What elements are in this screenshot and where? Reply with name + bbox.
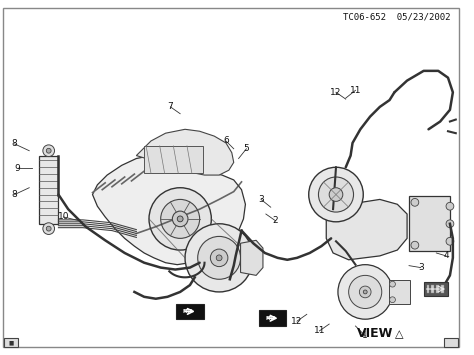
Circle shape — [149, 188, 211, 250]
FancyBboxPatch shape — [259, 310, 286, 326]
Bar — [431, 285, 434, 293]
Text: 8: 8 — [12, 140, 18, 148]
Circle shape — [390, 297, 395, 303]
Circle shape — [43, 145, 55, 157]
Circle shape — [446, 237, 454, 245]
Circle shape — [329, 188, 343, 201]
Bar — [4, 338, 18, 348]
Circle shape — [390, 281, 395, 287]
Text: 8: 8 — [12, 190, 18, 199]
Text: 3: 3 — [258, 195, 264, 204]
Circle shape — [173, 211, 188, 227]
Polygon shape — [326, 200, 407, 260]
Text: 11: 11 — [350, 86, 361, 95]
Bar — [427, 285, 429, 293]
Bar — [424, 282, 448, 296]
Text: 4: 4 — [443, 251, 449, 261]
Circle shape — [43, 223, 55, 234]
Polygon shape — [137, 129, 234, 175]
Text: 6: 6 — [223, 136, 229, 146]
Text: VIEW: VIEW — [357, 327, 393, 340]
Text: 9: 9 — [15, 164, 20, 173]
Circle shape — [46, 148, 51, 153]
Text: TC06-652  05/23/2002: TC06-652 05/23/2002 — [343, 12, 450, 21]
Circle shape — [177, 216, 183, 222]
Text: 11: 11 — [314, 326, 325, 335]
Circle shape — [216, 255, 222, 261]
Circle shape — [349, 275, 382, 308]
Bar — [444, 338, 458, 348]
Text: FRT: FRT — [265, 316, 276, 321]
Circle shape — [338, 265, 392, 319]
Circle shape — [309, 167, 363, 222]
Bar — [39, 155, 58, 224]
Bar — [409, 196, 450, 251]
Circle shape — [446, 220, 454, 228]
Bar — [436, 285, 439, 293]
Bar — [441, 285, 444, 293]
FancyBboxPatch shape — [176, 304, 203, 319]
Text: 1: 1 — [362, 331, 368, 340]
Bar — [389, 280, 410, 304]
Circle shape — [446, 202, 454, 210]
Text: △: △ — [395, 329, 403, 339]
Text: FRT: FRT — [183, 309, 193, 314]
Circle shape — [319, 177, 354, 212]
Circle shape — [198, 236, 240, 279]
Polygon shape — [240, 240, 263, 275]
Circle shape — [363, 290, 367, 294]
Text: 5: 5 — [244, 144, 249, 153]
Circle shape — [185, 224, 253, 292]
Text: 2: 2 — [273, 216, 278, 225]
Circle shape — [359, 286, 371, 298]
Circle shape — [46, 226, 51, 231]
Polygon shape — [92, 155, 246, 265]
Text: 10: 10 — [57, 212, 69, 222]
Text: 7: 7 — [167, 102, 173, 111]
Bar — [144, 146, 202, 173]
Circle shape — [411, 198, 419, 206]
Text: ■: ■ — [8, 340, 13, 345]
Circle shape — [161, 200, 200, 238]
Circle shape — [210, 249, 228, 267]
Text: 3: 3 — [418, 263, 424, 272]
Text: 12: 12 — [292, 317, 303, 326]
Text: 12: 12 — [330, 88, 342, 97]
Circle shape — [411, 241, 419, 249]
